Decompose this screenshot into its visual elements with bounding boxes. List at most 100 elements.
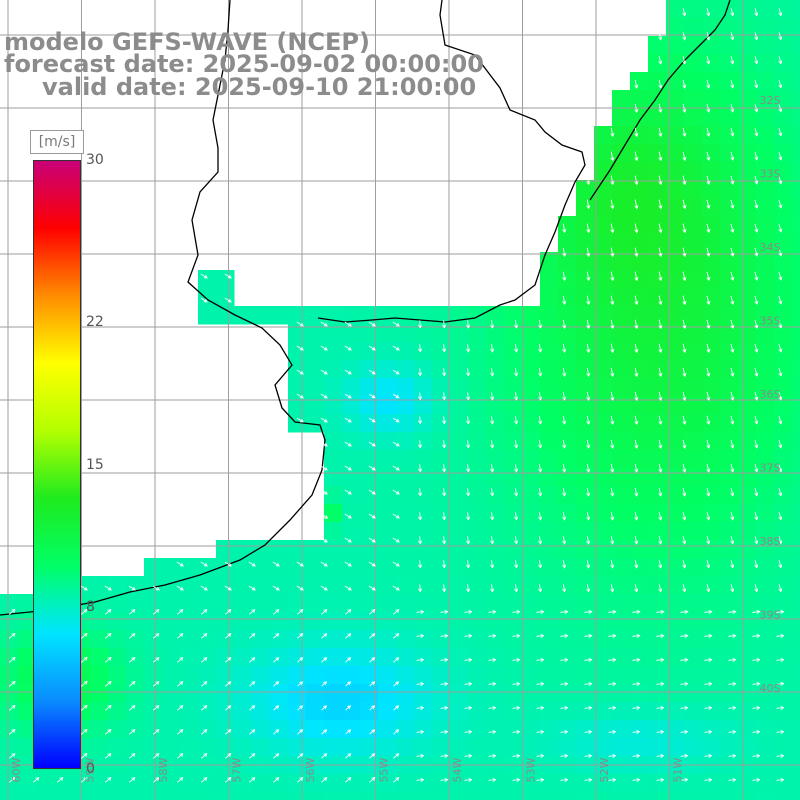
speed-cell bbox=[774, 342, 793, 361]
speed-cell bbox=[522, 468, 541, 487]
wind-arrow bbox=[730, 319, 735, 329]
speed-cell bbox=[396, 522, 415, 541]
wind-arrow bbox=[680, 729, 689, 734]
speed-cell bbox=[360, 720, 379, 739]
speed-cell bbox=[108, 684, 127, 703]
speed-cell bbox=[702, 378, 721, 397]
speed-cell bbox=[648, 288, 667, 307]
speed-cell bbox=[648, 684, 667, 703]
speed-cell bbox=[432, 378, 451, 397]
speed-cell bbox=[396, 648, 415, 667]
speed-cell bbox=[594, 666, 613, 685]
wind-arrow bbox=[634, 199, 639, 210]
wind-arrow bbox=[634, 295, 639, 306]
wind-arrow bbox=[680, 705, 689, 710]
speed-cell bbox=[648, 126, 667, 145]
speed-cell bbox=[720, 630, 739, 649]
speed-cell bbox=[288, 666, 307, 685]
speed-cell bbox=[738, 18, 757, 37]
speed-cell bbox=[378, 486, 397, 505]
speed-cell bbox=[756, 360, 775, 379]
forecast-date: forecast date: 2025-09-02 00:00:00 bbox=[4, 50, 484, 78]
speed-cell bbox=[306, 792, 325, 800]
speed-cell bbox=[684, 738, 703, 757]
speed-cell bbox=[756, 792, 775, 800]
speed-cell bbox=[144, 792, 163, 800]
speed-cell bbox=[324, 450, 343, 469]
speed-cell bbox=[684, 630, 703, 649]
wind-arrow bbox=[776, 753, 785, 758]
speed-cell bbox=[666, 288, 685, 307]
wind-arrow bbox=[368, 393, 376, 399]
speed-cell bbox=[396, 720, 415, 739]
speed-cell bbox=[666, 576, 685, 595]
speed-cell bbox=[414, 342, 433, 361]
speed-cell bbox=[774, 612, 793, 631]
speed-cell bbox=[342, 486, 361, 505]
wind-arrow bbox=[586, 488, 591, 497]
speed-cell bbox=[738, 378, 757, 397]
wind-arrow bbox=[272, 777, 280, 783]
speed-cell bbox=[792, 612, 800, 631]
speed-cell bbox=[468, 576, 487, 595]
speed-cell bbox=[306, 630, 325, 649]
wind-arrow bbox=[152, 609, 160, 615]
longitude-label: 54W bbox=[451, 757, 464, 782]
speed-cell bbox=[720, 774, 739, 793]
speed-cell bbox=[414, 486, 433, 505]
speed-cell bbox=[162, 684, 181, 703]
speed-cell bbox=[360, 486, 379, 505]
wind-arrow bbox=[754, 512, 759, 521]
speed-cell bbox=[450, 414, 469, 433]
speed-cell bbox=[504, 684, 523, 703]
wind-arrow bbox=[658, 512, 663, 521]
colorbar: [m/s] 30 22 15 8 0 bbox=[30, 130, 110, 777]
wind-arrow bbox=[249, 753, 256, 759]
speed-cell bbox=[342, 324, 361, 343]
coastline-path bbox=[0, 0, 326, 616]
wind-arrow bbox=[369, 753, 376, 759]
speed-cell bbox=[738, 558, 757, 577]
speed-cell bbox=[594, 486, 613, 505]
speed-cell bbox=[576, 594, 595, 613]
wind-arrow bbox=[538, 512, 543, 521]
wind-arrow bbox=[658, 295, 663, 306]
speed-cell bbox=[774, 360, 793, 379]
speed-cell bbox=[180, 792, 199, 800]
speed-cell bbox=[504, 792, 523, 800]
speed-cell bbox=[396, 630, 415, 649]
speed-cell bbox=[702, 54, 721, 73]
wind-arrow bbox=[632, 705, 641, 710]
speed-cell bbox=[270, 774, 289, 793]
speed-cell bbox=[594, 396, 613, 415]
speed-cell bbox=[612, 666, 631, 685]
speed-cell bbox=[738, 306, 757, 325]
speed-cell bbox=[792, 576, 800, 595]
speed-cell bbox=[666, 738, 685, 757]
wind-arrow bbox=[392, 417, 400, 423]
wind-arrow bbox=[706, 103, 711, 113]
speed-cell bbox=[630, 216, 649, 235]
coastline-path bbox=[589, 0, 731, 201]
speed-cell bbox=[324, 360, 343, 379]
speed-cell bbox=[504, 540, 523, 559]
speed-cell bbox=[432, 720, 451, 739]
speed-cell bbox=[0, 648, 19, 667]
wind-arrow bbox=[730, 247, 735, 257]
speed-cell bbox=[162, 558, 181, 577]
wind-arrow bbox=[200, 753, 208, 759]
speed-cell bbox=[90, 738, 109, 757]
wind-arrow bbox=[632, 657, 641, 662]
wind-arrow bbox=[345, 729, 352, 735]
wind-arrow bbox=[754, 367, 759, 377]
speed-cell bbox=[180, 738, 199, 757]
wind-arrow bbox=[562, 271, 567, 281]
wind-arrow bbox=[514, 584, 519, 593]
speed-cell bbox=[90, 594, 109, 613]
wind-arrow bbox=[320, 393, 328, 399]
speed-cell bbox=[792, 324, 800, 343]
speed-cell bbox=[738, 414, 757, 433]
speed-cell bbox=[702, 126, 721, 145]
